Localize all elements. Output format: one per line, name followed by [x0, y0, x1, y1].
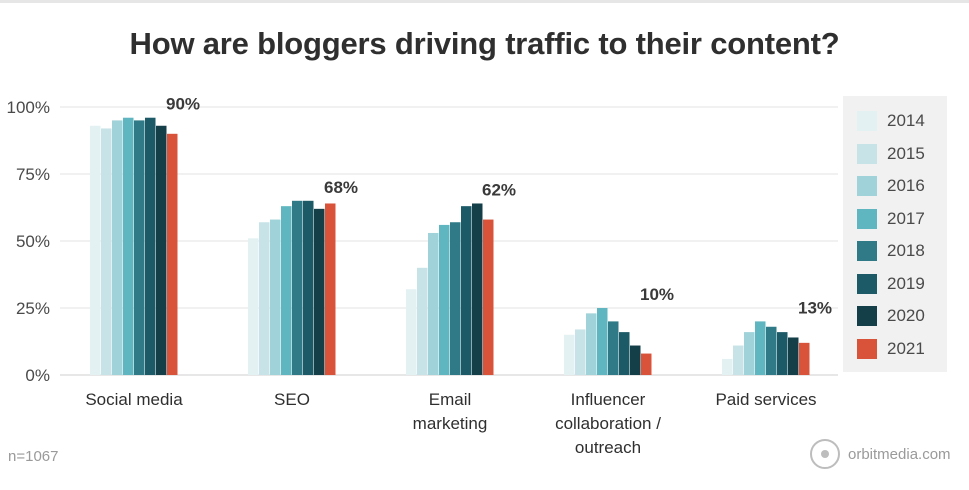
bar: [722, 358, 733, 375]
bar: [619, 332, 630, 375]
legend-item: 2014: [857, 108, 925, 134]
x-category-label: marketing: [413, 414, 488, 433]
bar: [248, 238, 259, 375]
legend-item: 2015: [857, 141, 925, 167]
bar: [156, 125, 167, 375]
y-tick-label: 25%: [16, 299, 50, 318]
bar: [90, 125, 101, 375]
legend-swatch: [857, 338, 877, 359]
bar: [641, 353, 652, 375]
bar: [439, 224, 450, 375]
bar: [586, 313, 597, 375]
bar: [733, 345, 744, 375]
legend-label: 2021: [887, 338, 925, 358]
bar: [450, 222, 461, 375]
bar: [417, 267, 428, 375]
legend-label: 2018: [887, 241, 925, 260]
orbit-logo-icon: [810, 439, 840, 469]
bar: [472, 203, 483, 375]
legend-label: 2016: [887, 176, 925, 195]
bar: [799, 342, 810, 375]
bar: [608, 321, 619, 375]
y-tick-label: 75%: [16, 165, 50, 184]
bar: [777, 332, 788, 375]
data-label: 13%: [798, 298, 832, 317]
bar: [630, 345, 641, 375]
legend-item: 2021: [857, 336, 925, 362]
brand-text: orbitmedia.com: [848, 445, 951, 463]
data-label: 62%: [482, 180, 516, 199]
data-label: 68%: [324, 178, 358, 197]
bar: [755, 321, 766, 375]
y-tick-label: 100%: [7, 98, 50, 117]
bar: [167, 133, 178, 375]
bar: [134, 120, 145, 376]
legend-label: 2020: [887, 306, 925, 325]
legend-label: 2014: [887, 111, 925, 130]
legend-swatch: [857, 273, 877, 294]
data-label: 10%: [640, 285, 674, 304]
bar: [564, 334, 575, 375]
bar: [575, 329, 586, 375]
x-category-label: outreach: [575, 438, 641, 457]
legend-swatch: [857, 176, 877, 196]
bar: [766, 326, 777, 375]
x-category-label: Paid services: [715, 390, 816, 409]
chart-legend: 2014 2015 2016 2017 2018 2019 2020 2021: [843, 96, 947, 372]
bar: [744, 332, 755, 375]
chart-title: How are bloggers driving traffic to thei…: [129, 26, 840, 61]
top-divider: [0, 0, 969, 3]
x-category-label: SEO: [274, 390, 310, 409]
bar: [461, 206, 472, 375]
bar: [325, 203, 336, 375]
bar: [428, 232, 439, 375]
bar: [123, 117, 134, 375]
bar: [112, 120, 123, 376]
legend-label: 2019: [887, 273, 925, 293]
bar: [145, 117, 156, 375]
x-category-label: Influencer: [571, 390, 646, 409]
legend-swatch: [857, 143, 877, 164]
legend-swatch: [857, 208, 877, 229]
legend-item: 2018: [857, 238, 925, 264]
sample-size-note: n=1067: [8, 448, 59, 465]
bar: [483, 219, 494, 375]
bar: [259, 222, 270, 375]
data-label: 90%: [166, 95, 200, 114]
legend-label: 2017: [887, 208, 925, 228]
legend-item: 2020: [857, 303, 925, 329]
legend-swatch: [857, 241, 877, 261]
bar: [303, 200, 314, 375]
bar: [270, 219, 281, 375]
y-tick-label: 50%: [16, 232, 50, 251]
x-category-label: collaboration /: [555, 414, 661, 433]
bar: [314, 208, 325, 375]
x-category-label: Email: [429, 390, 472, 409]
legend-item: 2019: [857, 271, 925, 297]
y-tick-label: 0%: [25, 366, 50, 385]
bar: [406, 289, 417, 375]
bar: [101, 128, 112, 375]
legend-label: 2015: [887, 143, 925, 163]
brand-watermark: orbitmedia.com: [810, 437, 951, 471]
x-category-label: Social media: [85, 390, 183, 409]
bar: [292, 200, 303, 375]
bar: [788, 337, 799, 375]
legend-swatch: [857, 111, 877, 131]
bar: [281, 206, 292, 375]
bar: [597, 308, 608, 375]
legend-swatch: [857, 306, 877, 326]
legend-item: 2017: [857, 206, 925, 232]
legend-item: 2016: [857, 173, 925, 199]
